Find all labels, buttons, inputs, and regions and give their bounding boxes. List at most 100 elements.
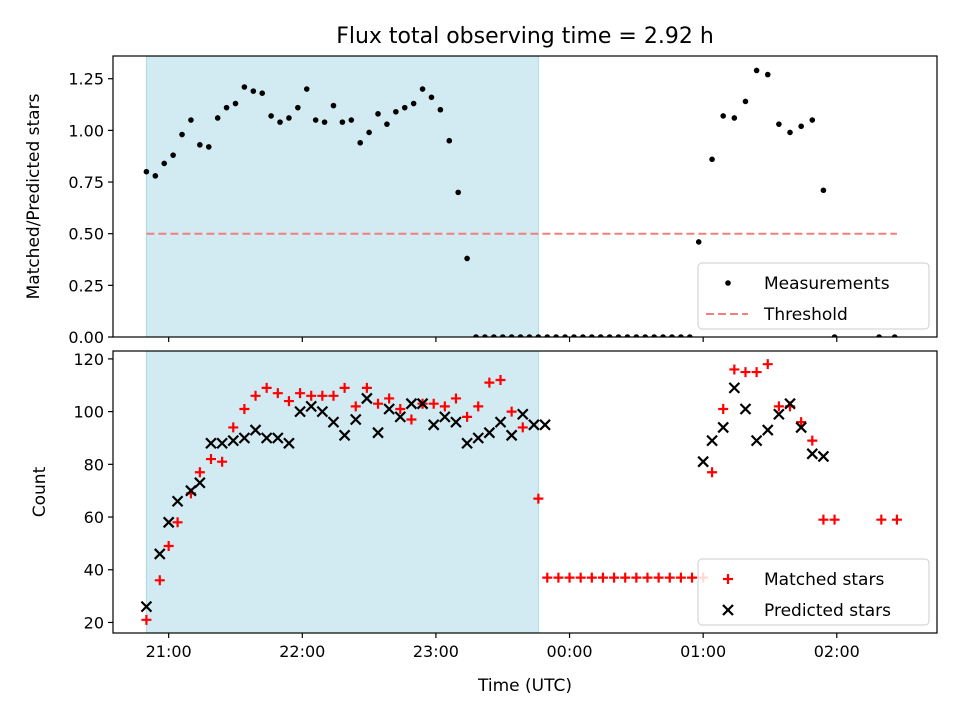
series-predicted-stars bbox=[140, 382, 830, 613]
matched-star-point bbox=[339, 382, 350, 393]
measurement-point bbox=[401, 104, 408, 111]
measurement-point bbox=[277, 119, 283, 125]
predicted-star-point bbox=[327, 416, 340, 428]
measurement-point bbox=[393, 108, 399, 115]
predicted-star-point bbox=[372, 426, 384, 439]
measurement-point bbox=[624, 334, 631, 337]
predicted-star-point bbox=[153, 548, 166, 560]
predicted-star-point bbox=[739, 403, 752, 415]
predicted-star-point bbox=[795, 421, 807, 434]
measurement-point bbox=[321, 119, 328, 125]
measurement-point bbox=[170, 152, 176, 158]
measurement-point bbox=[330, 102, 337, 109]
y-tick-label: 1.25 bbox=[68, 70, 104, 89]
predicted-star-point bbox=[505, 429, 518, 442]
measurement-point bbox=[410, 100, 417, 107]
predicted-star-point bbox=[361, 392, 373, 405]
matched-star-point bbox=[707, 467, 718, 478]
matched-star-point bbox=[542, 572, 553, 583]
measurement-point bbox=[214, 115, 221, 121]
predicted-star-point bbox=[405, 397, 418, 410]
matched-star-point bbox=[450, 393, 461, 404]
matched-star-point bbox=[272, 388, 283, 399]
measurement-point bbox=[776, 121, 782, 127]
matched-star-point bbox=[395, 403, 406, 414]
x-tick-label: 23:00 bbox=[413, 642, 459, 661]
axes-frame bbox=[112, 55, 938, 338]
measurement-point bbox=[491, 334, 497, 337]
measurement-point bbox=[419, 86, 426, 92]
matched-star-point bbox=[818, 514, 829, 525]
matched-star-point bbox=[807, 435, 818, 446]
matched-star-point bbox=[664, 572, 675, 583]
series-measurements bbox=[143, 67, 898, 337]
legend-box bbox=[697, 558, 930, 626]
matched-star-point bbox=[306, 390, 317, 401]
predicted-star-point bbox=[494, 416, 507, 428]
matched-star-point bbox=[751, 367, 762, 378]
predicted-star-point bbox=[427, 419, 440, 431]
chart-title: Flux total observing time = 2.92 h bbox=[336, 24, 714, 49]
predicted-star-point bbox=[349, 413, 362, 426]
measurement-point bbox=[526, 334, 533, 337]
measurement-point bbox=[179, 131, 185, 138]
predicted-star-point bbox=[316, 405, 329, 418]
predicted-star-point bbox=[461, 437, 473, 450]
x-tick-label: 00:00 bbox=[546, 642, 592, 661]
predicted-star-point bbox=[817, 450, 830, 463]
measurement-point bbox=[615, 334, 622, 337]
matched-star-point bbox=[295, 388, 306, 399]
observing-window-shade bbox=[145, 351, 539, 633]
measurement-point bbox=[197, 142, 203, 148]
matched-star-point bbox=[484, 377, 495, 388]
y-tick-label: 120 bbox=[73, 350, 104, 369]
predicted-star-point bbox=[305, 400, 317, 413]
measurement-point bbox=[357, 139, 364, 146]
measurement-point bbox=[268, 113, 274, 119]
measurement-point bbox=[499, 334, 506, 337]
matched-star-point bbox=[675, 572, 686, 583]
matched-star-point bbox=[141, 614, 152, 625]
measurement-point bbox=[562, 334, 568, 337]
measurement-point bbox=[764, 71, 771, 78]
predicted-star-point bbox=[706, 434, 718, 447]
observing-window-shade bbox=[145, 56, 539, 337]
predicted-star-point bbox=[140, 600, 153, 613]
measurement-point bbox=[589, 334, 595, 337]
legend-predicted-marker bbox=[722, 604, 734, 616]
matched-star-point bbox=[687, 572, 698, 583]
measurement-point bbox=[651, 334, 657, 337]
measurement-point bbox=[571, 334, 577, 337]
matched-star-point bbox=[350, 401, 361, 412]
matched-star-point bbox=[517, 422, 528, 433]
measurement-point bbox=[152, 173, 159, 179]
measurement-point bbox=[742, 98, 749, 105]
measurement-point bbox=[464, 255, 470, 262]
legend: Measurements Threshold bbox=[697, 262, 930, 330]
predicted-star-point bbox=[784, 397, 796, 410]
measurement-point bbox=[633, 334, 640, 337]
predicted-star-point bbox=[283, 437, 295, 450]
matched-star-point bbox=[462, 411, 473, 422]
matched-star-point bbox=[533, 493, 544, 504]
measurement-point bbox=[455, 189, 461, 196]
matched-star-point bbox=[876, 514, 887, 525]
measurement-point bbox=[482, 334, 488, 337]
measurement-point bbox=[375, 111, 381, 117]
x-tick-label: 22:00 bbox=[279, 642, 325, 661]
ratio-panel: 0.00 0.25 0.50 0.75 1.00 1.25 Matched/Predicte… bbox=[24, 55, 938, 347]
predicted-star-point bbox=[806, 448, 819, 460]
x-tick-label: 02:00 bbox=[814, 642, 860, 661]
predicted-star-point bbox=[472, 432, 485, 444]
measurement-point bbox=[660, 334, 666, 337]
legend-label: Threshold bbox=[763, 305, 848, 325]
measurement-point bbox=[286, 115, 292, 121]
matched-star-point bbox=[620, 572, 631, 583]
measurement-point bbox=[312, 117, 319, 123]
matched-star-point bbox=[564, 572, 575, 583]
predicted-star-point bbox=[383, 403, 395, 415]
matched-star-point bbox=[205, 454, 216, 465]
predicted-star-point bbox=[416, 397, 429, 410]
predicted-star-point bbox=[338, 429, 351, 442]
axes-frame bbox=[112, 350, 938, 634]
